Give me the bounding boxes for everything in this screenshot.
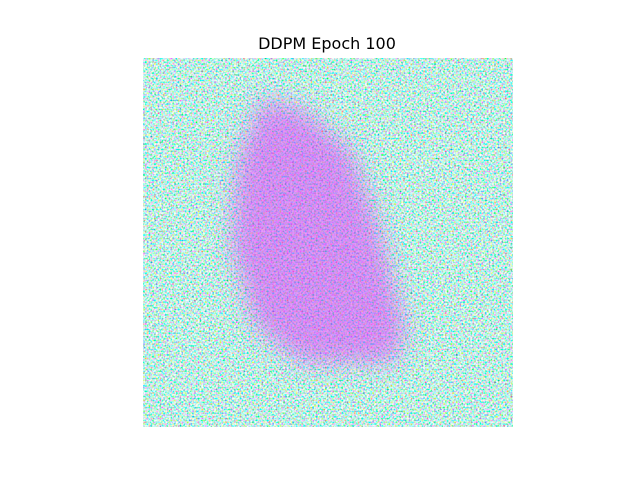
- image-title: DDPM Epoch 100: [258, 34, 396, 53]
- image-blob-group: [232, 100, 405, 362]
- image-blob: [232, 100, 405, 362]
